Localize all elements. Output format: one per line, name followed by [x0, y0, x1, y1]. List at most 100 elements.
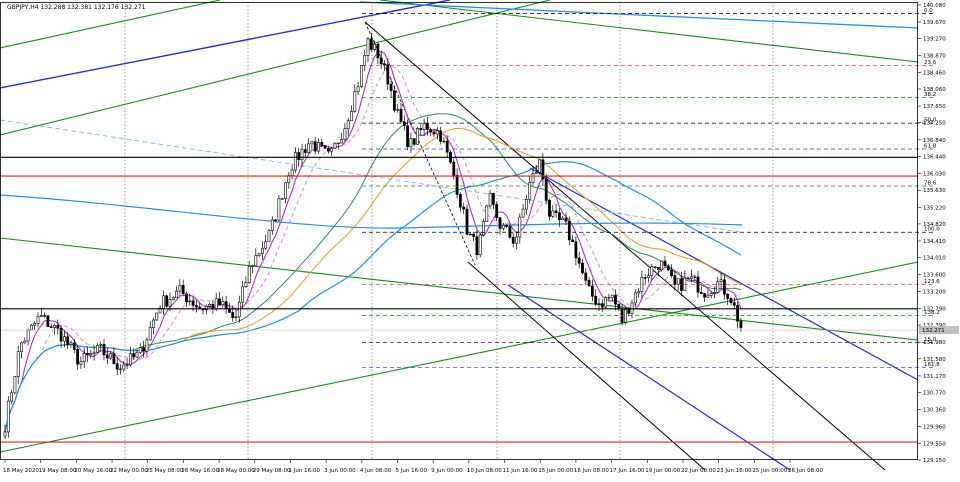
candle-body [105, 354, 109, 359]
candle-body [221, 301, 225, 305]
candle-body [511, 236, 515, 244]
moving-average-line [0, 119, 741, 233]
candle-body [330, 148, 334, 152]
fib-level-label: 100.0 [924, 227, 940, 233]
candle-body [214, 298, 218, 310]
y-tick-label: 139.270 [923, 37, 946, 43]
candle-body [600, 303, 604, 308]
candle-body [171, 297, 175, 300]
y-tick-label: 134.010 [923, 256, 946, 262]
y-tick-label: 129.960 [923, 424, 946, 430]
candle-body [293, 152, 297, 171]
y-tick-label: 133.600 [923, 273, 946, 279]
candle-body [604, 297, 608, 308]
candle-body [396, 109, 400, 111]
moving-averages [0, 51, 743, 433]
candle-body [614, 294, 617, 305]
candle-body [155, 312, 159, 321]
x-tick-label: 16 Jun 08:00 [574, 468, 609, 474]
candle-body [86, 353, 89, 356]
candle-body [515, 236, 518, 244]
candle-body [359, 65, 363, 87]
candle-body [138, 347, 142, 353]
candle-body [373, 43, 377, 50]
candle-body [185, 293, 188, 302]
y-tick-label: 131.580 [923, 357, 946, 363]
chart-title: GBPJPY,H4 132.288 132.381 132.176 132.27… [7, 4, 146, 11]
candle-body [313, 141, 317, 152]
candle-body [429, 129, 433, 133]
candle-body [587, 280, 591, 287]
candle-body [39, 315, 43, 317]
x-tick-label: 22 May 00:00 [110, 468, 148, 474]
candle-body [607, 297, 611, 299]
x-tick-label: 25 May 08:00 [146, 468, 184, 474]
candle-body [333, 142, 337, 149]
moving-average-line [0, 194, 743, 229]
candle-body [181, 284, 185, 295]
y-tick-label: 140.080 [923, 3, 946, 9]
candle-body [188, 300, 192, 303]
candle-body [168, 299, 172, 307]
candle-body [287, 175, 291, 184]
candle-body [317, 142, 320, 152]
candle-body [557, 212, 561, 221]
candle-body [191, 300, 195, 306]
candle-body [307, 143, 311, 153]
candle-body [713, 292, 716, 294]
candle-body [656, 267, 660, 271]
candle-body [650, 266, 654, 276]
candle-body [425, 123, 429, 130]
candle-body [416, 128, 419, 145]
candle-body [505, 224, 509, 227]
candle-body [567, 220, 571, 241]
candle-body [442, 140, 446, 143]
candle-body [175, 290, 179, 299]
candle-body [300, 149, 304, 160]
candle-body [26, 329, 30, 342]
fib-level-label: 38.2 [924, 92, 936, 98]
y-tick-label: 134.410 [923, 239, 946, 245]
candle-body [340, 139, 344, 144]
x-tick-label: 11 Jun 16:00 [503, 468, 538, 474]
y-tick-label: 138.460 [923, 70, 946, 76]
candle-body [280, 198, 284, 200]
candle-body [475, 236, 479, 255]
candle-body [16, 351, 20, 377]
trend-line [364, 21, 886, 471]
trend-line [0, 261, 919, 453]
candle-body [79, 361, 83, 365]
y-tick-label: 132.790 [923, 306, 946, 312]
candle-body [544, 178, 548, 201]
candle-body [251, 265, 254, 267]
candle-body [326, 148, 330, 152]
candle-body [310, 141, 314, 145]
x-tick-label: 29 May 08:00 [253, 468, 291, 474]
candle-body [257, 253, 261, 256]
candle-body [501, 224, 505, 229]
candle-body [99, 343, 103, 346]
candle-body [676, 278, 680, 285]
candle-body [399, 109, 403, 123]
candle-body [274, 219, 278, 222]
candle-body [709, 293, 713, 296]
candle-body [643, 277, 647, 279]
candle-body [224, 301, 228, 309]
candle-body [518, 216, 522, 238]
candle-body [122, 364, 126, 370]
candle-body [145, 339, 149, 352]
candle-body [270, 219, 274, 231]
candle-body [72, 342, 76, 350]
candle-body [135, 352, 139, 358]
x-tick-label: 18 May 2020 [3, 468, 39, 474]
candle-body [323, 145, 327, 149]
trend-line [529, 167, 919, 381]
candle-body [20, 342, 23, 352]
y-tick-label: 130.360 [923, 408, 946, 414]
candle-body [412, 138, 416, 145]
candle-body [482, 221, 485, 236]
candle-body [392, 90, 396, 111]
y-tick-label: 134.820 [923, 222, 946, 228]
